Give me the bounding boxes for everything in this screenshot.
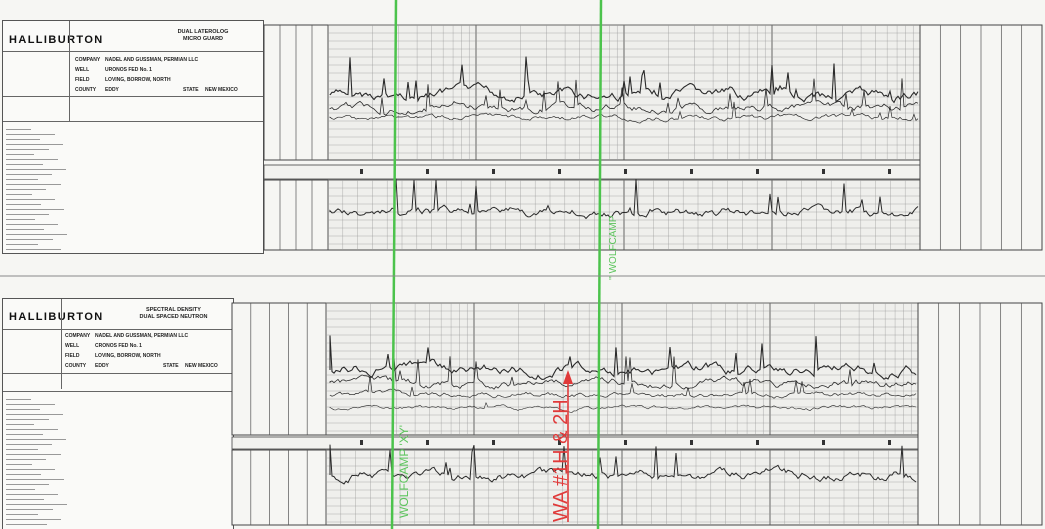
- log-title-line1: SPECTRAL DENSITY: [146, 307, 201, 313]
- log-title-line1: DUAL LATEROLOG: [177, 29, 229, 35]
- wolfcamp-marker-right: '' WOLFCAMP: [608, 215, 619, 280]
- wolfcamp-marker-left: WOLFCAMP 'XY': [397, 424, 411, 518]
- state-field: STATE NEW MEXICO: [163, 363, 218, 369]
- well-field: WELL URONOS FED No. 1: [75, 67, 152, 73]
- log-header-2: HALLIBURTON SPECTRAL DENSITY DUAL SPACED…: [2, 298, 234, 529]
- halliburton-logo: HALLIBURTON: [9, 34, 104, 46]
- log-title-line2: MICRO GUARD: [182, 36, 224, 42]
- county-field: COUNTY EDDY: [75, 87, 119, 93]
- halliburton-logo: HALLIBURTON: [9, 311, 104, 323]
- state-field: STATE NEW MEXICO: [183, 87, 238, 93]
- log-title-2: SPECTRAL DENSITY DUAL SPACED NEUTRON: [121, 307, 226, 321]
- spectral-density-section: HALLIBURTON SPECTRAL DENSITY DUAL SPACED…: [0, 298, 1045, 529]
- log-title-line2: DUAL SPACED NEUTRON: [139, 314, 208, 320]
- dual-laterolog-section: HALLIBURTON DUAL LATEROLOG MICRO GUARD C…: [0, 20, 1045, 254]
- county-field: COUNTY EDDY: [65, 363, 109, 369]
- well-annotation: WA #1H & 2H: [550, 399, 572, 522]
- well-field: WELL CRONOS FED No. 1: [65, 343, 142, 349]
- company-field: COMPANY NADEL AND GUSSMAN, PERMIAN LLC: [75, 57, 199, 63]
- company-field: COMPANY NADEL AND GUSSMAN, PERMIAN LLC: [65, 333, 189, 339]
- log-title-1: DUAL LATEROLOG MICRO GUARD: [153, 29, 253, 43]
- field-field: FIELD LOVING, BORROW, NORTH: [65, 353, 161, 359]
- field-field: FIELD LOVING, BORROW, NORTH: [75, 77, 171, 83]
- log-header-1: HALLIBURTON DUAL LATEROLOG MICRO GUARD C…: [2, 20, 264, 254]
